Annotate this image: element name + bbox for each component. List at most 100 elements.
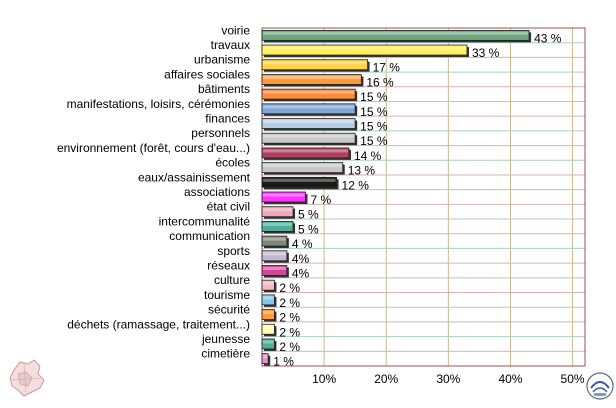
- bar-12: [261, 206, 294, 218]
- bar-19: [261, 309, 275, 320]
- bar-20: [261, 323, 275, 335]
- vertical-gridlines: [323, 28, 574, 366]
- bar-0: [261, 29, 530, 41]
- bar-6: [261, 118, 356, 129]
- bar-highlight-10: [263, 178, 336, 182]
- category-label-19: sécurité: [208, 303, 250, 317]
- category-label-14: communication: [169, 229, 250, 243]
- bar-highlight-20: [263, 325, 274, 329]
- bar-9: [261, 162, 344, 174]
- bar-highlight-19: [263, 311, 274, 315]
- value-label-17: 2 %: [279, 281, 300, 295]
- bar-16: [261, 265, 288, 276]
- category-label-7: personnels: [191, 126, 250, 140]
- value-label-7: 15 %: [360, 134, 388, 148]
- bar-22: [261, 353, 269, 365]
- bar-4: [261, 88, 356, 100]
- bar-highlight-16: [263, 266, 286, 270]
- category-label-4: bâtiments: [198, 82, 250, 96]
- bar-3: [261, 74, 362, 85]
- logo-seal-icon: [586, 372, 614, 400]
- logo-map-icon: [9, 359, 45, 397]
- value-label-4: 15 %: [360, 90, 388, 104]
- value-label-18: 2 %: [279, 296, 300, 310]
- x-tick-labels: 10% 20% 30% 40% 50%: [312, 372, 585, 386]
- value-label-6: 15 %: [360, 120, 388, 134]
- x-tick-label-3: 40%: [498, 372, 522, 386]
- value-label-16: 4%: [292, 266, 310, 280]
- bar-2: [261, 59, 368, 71]
- bar-highlight-8: [263, 149, 348, 153]
- bar-highlight-4: [263, 90, 355, 94]
- value-label-20: 2 %: [279, 325, 300, 339]
- bars: [261, 29, 532, 366]
- bar-highlight-21: [263, 340, 274, 344]
- value-label-8: 14 %: [354, 149, 382, 163]
- category-label-8: environnement (forêt, cours d'eau...): [57, 141, 250, 155]
- bar-highlight-18: [263, 296, 274, 300]
- category-label-20: déchets (ramassage, traitement...): [67, 317, 250, 331]
- bar-8: [261, 147, 350, 159]
- x-tick-label-2: 30%: [436, 372, 460, 386]
- bar-highlight-2: [263, 61, 367, 65]
- bar-highlight-17: [263, 281, 274, 285]
- bar-15: [261, 250, 288, 262]
- value-label-9: 13 %: [348, 164, 376, 178]
- category-label-13: intercommunalité: [159, 214, 251, 228]
- value-label-10: 12 %: [342, 178, 370, 192]
- value-label-21: 2 %: [279, 340, 300, 354]
- value-label-5: 15 %: [360, 105, 388, 119]
- value-label-12: 5 %: [298, 208, 319, 222]
- bar-1: [261, 44, 468, 56]
- bar-11: [261, 191, 306, 203]
- bar-highlight-11: [263, 193, 305, 197]
- category-label-10: eaux/assainissement: [138, 170, 251, 184]
- category-label-5: manifestations, loisirs, cérémonies: [67, 97, 250, 111]
- value-label-0: 43 %: [534, 31, 562, 45]
- value-label-1: 33 %: [472, 46, 500, 60]
- category-label-15: sports: [217, 244, 250, 258]
- bar-highlight-15: [263, 252, 286, 256]
- bar-highlight-9: [263, 164, 342, 168]
- value-label-13: 5 %: [298, 222, 319, 236]
- category-label-11: associations: [184, 185, 250, 199]
- bar-highlight-14: [263, 237, 286, 241]
- bar-18: [261, 294, 275, 306]
- x-tick-label-4: 50%: [561, 372, 585, 386]
- bar-10: [261, 176, 337, 188]
- bar-17: [261, 279, 275, 291]
- bar-highlight-7: [263, 134, 355, 138]
- value-label-3: 16 %: [366, 75, 394, 89]
- category-label-22: cimetière: [201, 347, 250, 361]
- bar-highlight-13: [263, 222, 293, 226]
- bar-highlight-12: [263, 208, 293, 212]
- bar-14: [261, 235, 288, 247]
- value-labels: 43 %33 %17 %16 %15 %15 %15 %15 %14 %13 %…: [273, 31, 562, 368]
- bar-highlight-22: [263, 355, 268, 359]
- value-label-22: 1 %: [273, 355, 294, 369]
- category-label-21: jeunesse: [201, 332, 250, 346]
- category-label-18: tourisme: [204, 288, 250, 302]
- bar-highlight-6: [263, 120, 355, 124]
- category-label-17: culture: [214, 273, 250, 287]
- value-label-11: 7 %: [310, 193, 331, 207]
- horizontal-gridlines: [262, 42, 585, 352]
- value-label-2: 17 %: [373, 61, 401, 75]
- value-label-19: 2 %: [279, 311, 300, 325]
- x-tick-label-1: 20%: [374, 372, 398, 386]
- category-label-0: voirie: [221, 23, 250, 37]
- category-label-16: réseaux: [207, 258, 250, 272]
- bar-highlight-5: [263, 105, 355, 109]
- value-label-14: 4 %: [292, 237, 313, 251]
- bar-7: [261, 132, 356, 144]
- bar-13: [261, 220, 294, 232]
- bar-highlight-0: [263, 31, 529, 35]
- category-label-9: écoles: [215, 156, 250, 170]
- category-label-1: travaux: [211, 38, 250, 52]
- category-label-3: affaires sociales: [164, 67, 250, 81]
- bar-21: [261, 338, 275, 350]
- category-label-6: finances: [205, 112, 250, 126]
- bar-highlight-3: [263, 75, 361, 79]
